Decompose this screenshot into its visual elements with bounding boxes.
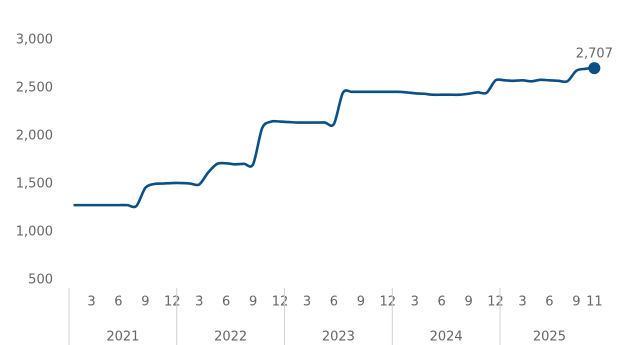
x-tick-label: 9 bbox=[357, 295, 365, 310]
end-point bbox=[588, 62, 601, 75]
x-tick-label: 9 bbox=[141, 295, 149, 310]
x-tick-label: 12 bbox=[487, 295, 504, 310]
x-group-label: 2021 bbox=[106, 330, 139, 345]
y-tick-label: 2,000 bbox=[16, 129, 53, 144]
data-label: 2,707 bbox=[576, 47, 613, 62]
x-group-label: 2025 bbox=[533, 330, 566, 345]
x-tick-label: 3 bbox=[411, 295, 419, 310]
line bbox=[73, 66, 595, 209]
x-tick-label: 12 bbox=[164, 295, 181, 310]
x-tick-label: 6 bbox=[438, 295, 446, 310]
x-tick-label: 3 bbox=[87, 295, 95, 310]
x-tick-label: 9 bbox=[464, 295, 472, 310]
y-tick-label: 1,500 bbox=[16, 177, 53, 192]
x-group-label: 2024 bbox=[430, 330, 463, 345]
y-tick-label: 2,500 bbox=[16, 81, 53, 96]
x-tick-label: 3 bbox=[518, 295, 526, 310]
x-tick-label: 3 bbox=[303, 295, 311, 310]
x-tick-label: 6 bbox=[545, 295, 553, 310]
x-tick-label: 6 bbox=[330, 295, 338, 310]
x-tick-label: 11 bbox=[586, 295, 603, 310]
x-tick-label: 3 bbox=[195, 295, 203, 310]
x-tick-label: 6 bbox=[114, 295, 122, 310]
x-tick-label: 9 bbox=[572, 295, 580, 310]
x-group-label: 2023 bbox=[322, 330, 355, 345]
x-tick-label: 9 bbox=[249, 295, 257, 310]
x-group-label: 2022 bbox=[214, 330, 247, 345]
y-tick-label: 500 bbox=[28, 273, 53, 288]
y-tick-label: 3,000 bbox=[16, 33, 53, 48]
x-tick-label: 6 bbox=[222, 295, 230, 310]
x-tick-label: 12 bbox=[272, 295, 289, 310]
x-tick-label: 12 bbox=[380, 295, 397, 310]
y-tick-label: 1,000 bbox=[16, 225, 53, 240]
